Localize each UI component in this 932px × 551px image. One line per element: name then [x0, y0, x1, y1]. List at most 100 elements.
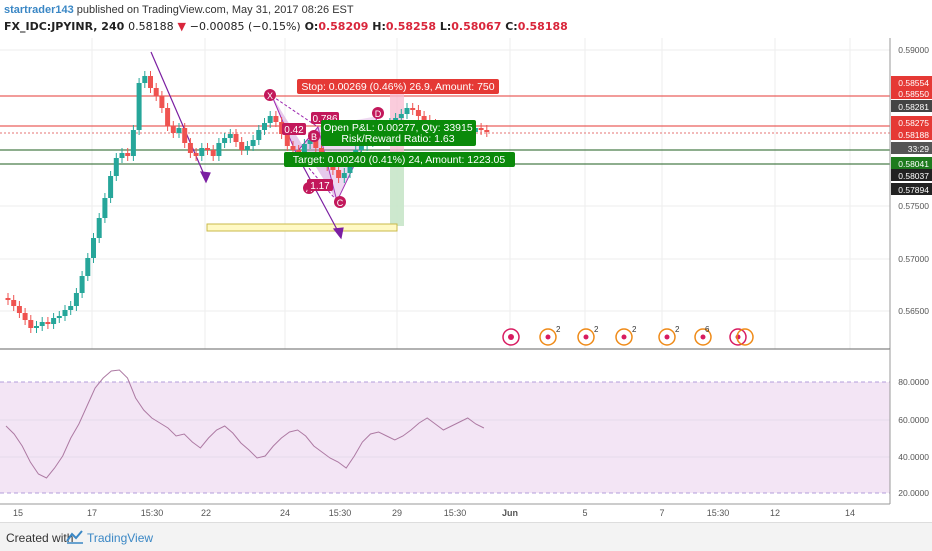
price-tag: 0.58037 [891, 169, 932, 181]
candle [227, 129, 233, 143]
svg-text:C: C [337, 198, 344, 208]
candle [108, 171, 114, 203]
svg-text:0.58550: 0.58550 [898, 89, 929, 99]
svg-text:0.58188: 0.58188 [898, 130, 929, 140]
svg-text:0.42: 0.42 [284, 125, 304, 136]
svg-text:Stop: 0.00269 (0.46%) 26.9, Am: Stop: 0.00269 (0.46%) 26.9, Amount: 750 [301, 81, 494, 93]
price-tick: 0.56500 [898, 306, 929, 316]
rsi-line[interactable] [5, 369, 485, 479]
candle [199, 143, 205, 161]
tradingview-link[interactable]: TradingView [87, 531, 154, 545]
candle [39, 317, 45, 331]
candle [148, 71, 153, 93]
rsi-axis[interactable]: 80.0000 60.0000 40.0000 20.0000 [889, 349, 929, 504]
svg-text:2: 2 [675, 325, 680, 334]
pattern-point-x: X [264, 89, 276, 101]
event-marker: 6 [694, 325, 712, 346]
last-price: 0.58188 [128, 20, 174, 33]
author-link[interactable]: startrader143 [4, 4, 74, 16]
candle [415, 105, 421, 121]
svg-text:Open P&L: 0.00277, Qty: 33915: Open P&L: 0.00277, Qty: 33915 [323, 122, 473, 134]
high-label: H: [372, 20, 386, 33]
time-axis[interactable]: 15 17 15:30 22 24 15:30 29 15:30 Jun 5 7 15:30 12 14 [0, 503, 890, 518]
candle [159, 91, 165, 113]
price-tag: 0.58554 [891, 76, 932, 88]
svg-text:0.58037: 0.58037 [898, 171, 929, 181]
candle [216, 138, 222, 161]
time-tick: 22 [201, 508, 211, 518]
created-with-label: Created with [6, 531, 74, 545]
candle [22, 308, 28, 325]
candle [16, 301, 22, 318]
pattern-point-d: D [372, 107, 384, 119]
candle [113, 153, 119, 181]
candle [142, 71, 148, 88]
event-marker [736, 328, 754, 346]
rsi-tick: 40.0000 [898, 452, 929, 462]
candle [125, 148, 131, 161]
candle [336, 165, 342, 183]
svg-text:0.786: 0.786 [312, 114, 337, 125]
open-pnl-label[interactable]: Open P&L: 0.00277, Qty: 33915 Risk/Rewar… [321, 120, 476, 146]
candle [170, 121, 176, 138]
chart-area[interactable]: X A B C D 0.42 0.786 1.17 Stop: 0.00269 … [0, 38, 932, 522]
consolidation-box[interactable] [206, 223, 398, 232]
rsi-tick: 80.0000 [898, 377, 929, 387]
target-zone[interactable] [390, 166, 404, 226]
candle [233, 129, 239, 147]
stop-label[interactable]: Stop: 0.00269 (0.46%) 26.9, Amount: 750 [297, 79, 499, 94]
time-tick: 7 [659, 508, 664, 518]
candle [136, 78, 142, 135]
candle [341, 168, 347, 183]
symbol-label[interactable]: FX_IDC:JPYINR, 240 [4, 20, 125, 33]
event-markers[interactable]: 2 2 2 2 6 [502, 325, 754, 346]
rsi-tick: 60.0000 [898, 415, 929, 425]
candle [404, 103, 410, 119]
candle [244, 141, 250, 155]
open-value: 0.58209 [318, 20, 369, 33]
candle [56, 311, 62, 323]
candle [267, 111, 273, 128]
event-marker [502, 328, 520, 346]
candle [153, 83, 159, 101]
rsi-pane[interactable] [0, 369, 890, 494]
candle [250, 135, 256, 151]
candle [45, 317, 51, 329]
svg-text:X: X [267, 91, 273, 101]
price-tag: 0.58550 [891, 87, 932, 99]
time-tick: 17 [87, 508, 97, 518]
candle [85, 253, 91, 281]
time-tick: 15:30 [329, 508, 352, 518]
candle [28, 315, 34, 333]
price-tick: 0.57500 [898, 201, 929, 211]
candle [79, 271, 85, 298]
candle [484, 125, 490, 137]
tradingview-logo-icon [66, 530, 83, 544]
price-tag: 33:29 [891, 142, 932, 154]
candle [478, 123, 484, 135]
svg-text:D: D [375, 109, 382, 119]
candle [73, 288, 79, 311]
svg-text:0.57894: 0.57894 [898, 185, 929, 195]
svg-text:0.58041: 0.58041 [898, 159, 929, 169]
candle [205, 143, 210, 155]
candle [91, 233, 96, 263]
target-label[interactable]: Target: 0.00240 (0.41%) 24, Amount: 1223… [284, 152, 515, 167]
event-marker: 2 [577, 325, 599, 346]
price-change: −0.00085 (−0.15%) [189, 20, 301, 33]
candle [273, 111, 279, 127]
svg-text:0.58275: 0.58275 [898, 118, 929, 128]
ratio-label-3: 1.17 [307, 179, 333, 192]
price-axis[interactable]: 0.59000 0.57500 0.57000 0.56500 0.585540… [889, 38, 932, 349]
event-marker: 2 [658, 325, 680, 346]
price-pane[interactable]: X A B C D 0.42 0.786 1.17 Stop: 0.00269 … [0, 38, 890, 349]
price-tick: 0.59000 [898, 45, 929, 55]
time-tick: 15:30 [707, 508, 730, 518]
candle [222, 133, 228, 148]
candle [119, 148, 125, 163]
high-value: 0.58258 [385, 20, 436, 33]
candle [256, 125, 262, 145]
candle [5, 293, 11, 305]
time-tick: Jun [502, 508, 518, 518]
pattern-point-b: B [308, 130, 320, 142]
